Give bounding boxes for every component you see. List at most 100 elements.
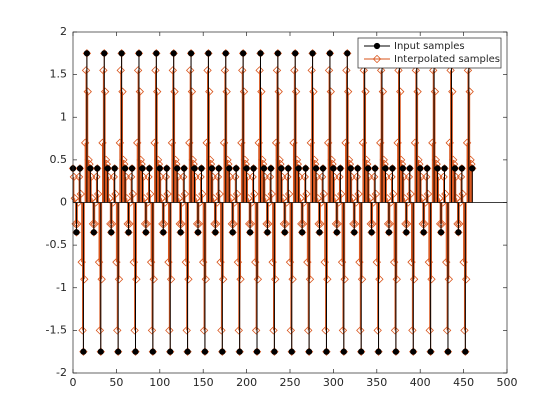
marker [187,50,195,57]
marker [406,165,413,172]
marker [279,219,289,228]
marker [274,50,281,57]
marker [109,172,118,182]
marker [429,66,438,75]
marker [281,229,288,236]
marker [74,172,84,182]
marker [212,219,221,228]
marker [299,229,306,236]
x-tick-label: 500 [497,376,518,389]
marker [135,50,143,57]
marker [111,189,120,199]
marker [411,66,421,75]
marker [323,348,330,355]
marker [342,66,351,75]
marker [144,172,153,182]
marker [113,326,122,335]
marker [392,348,399,355]
marker [446,66,455,75]
marker [358,348,365,355]
marker [347,165,354,172]
marker [158,219,167,228]
marker [462,348,469,355]
marker [84,155,93,165]
marker [187,87,197,96]
marker [264,229,271,236]
marker [444,348,452,355]
marker [427,348,434,355]
marker [257,50,264,57]
marker [382,165,389,172]
marker [92,172,101,182]
marker [460,326,469,335]
marker [223,155,232,165]
marker [196,172,205,182]
marker [366,219,375,228]
marker [90,219,99,228]
marker [271,275,280,284]
marker [323,275,332,284]
marker [80,275,89,284]
marker [198,189,207,199]
marker [427,275,436,284]
y-tick-label: -1.5 [46,323,67,336]
x-tick-label: 100 [149,376,170,389]
x-tick-label: 350 [366,376,387,389]
marker [210,219,219,228]
marker [251,326,261,335]
marker [88,219,98,228]
marker [100,87,110,96]
marker [414,155,423,165]
y-tick-label: -2 [56,366,67,379]
marker [361,87,370,96]
marker [97,275,106,284]
marker [321,326,330,335]
marker [458,189,467,199]
marker [78,326,87,335]
marker [198,165,205,172]
marker [201,348,209,355]
marker [142,219,151,228]
marker [119,155,128,165]
marker [316,219,325,228]
x-tick-label: 150 [193,376,214,389]
marker [368,219,377,228]
marker [177,229,184,236]
marker [314,219,323,228]
marker [121,165,129,172]
y-tick-label: 1 [60,110,67,123]
marker [283,172,292,182]
legend-label: Interpolated samples [394,54,500,65]
marker [409,275,419,284]
marker [118,87,127,96]
y-tick-label: 0 [60,196,67,209]
marker [326,87,335,96]
marker [248,172,257,182]
marker [300,172,309,182]
marker [171,155,180,165]
marker [340,275,349,284]
marker [215,189,224,199]
marker [257,87,266,96]
marker [191,165,198,172]
marker [240,50,247,57]
marker [87,165,94,172]
marker [265,172,275,182]
marker [262,219,271,228]
marker [101,50,108,57]
marker [430,87,440,96]
marker [383,219,393,228]
marker [441,189,450,199]
marker [420,229,427,236]
marker [406,189,415,199]
marker [290,66,299,75]
marker [352,172,362,182]
axes: 0 50 100 150 200 250 300 350 400 450 500 -2 -1.5 -1 -0… [46,25,518,389]
marker [441,165,448,172]
marker [153,87,162,96]
marker [163,189,172,199]
marker [394,66,403,75]
marker [362,155,371,165]
marker [272,66,282,75]
marker [437,229,445,236]
